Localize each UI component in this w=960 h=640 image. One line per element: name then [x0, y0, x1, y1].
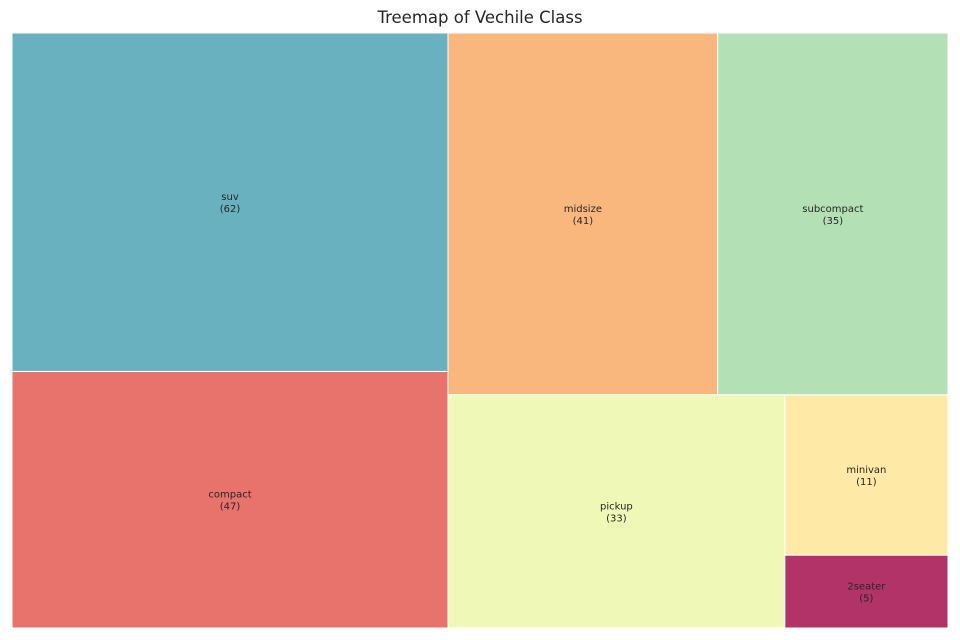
tile-label-midsize: midsize (41) [564, 204, 602, 227]
tile-2seater [784, 554, 949, 629]
tile-label-2seater: 2seater (5) [847, 582, 886, 605]
tile-subcompact [717, 32, 949, 396]
treemap-tiles: 2seater (5) compact (47) midsize (41) minivan(… [11, 32, 949, 629]
tile-pickup [447, 394, 786, 629]
tile-suv [11, 32, 449, 372]
tile-label-subcompact: subcompact (35) [802, 204, 863, 227]
tile-label-pickup: pickup (33) [600, 501, 633, 524]
tile-minivan [784, 394, 949, 556]
tile-compact [11, 370, 449, 629]
tile-label-compact: compact (47) [208, 490, 251, 513]
tile-midsize [447, 32, 719, 396]
tile-label-suv: suv (62) [220, 192, 241, 215]
tile-label-minivan: minivan (11) [846, 465, 886, 488]
chart-title: Treemap of Vechile Class [377, 8, 583, 27]
